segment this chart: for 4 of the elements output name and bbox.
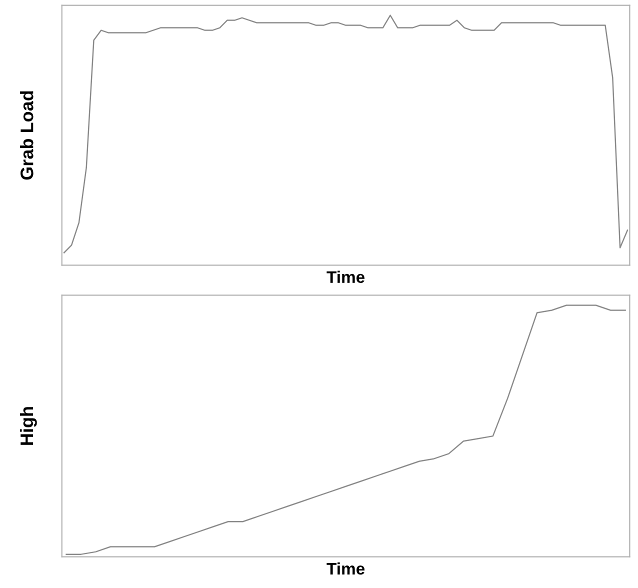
x-axis-title: Time: [326, 270, 365, 283]
y-axis-title: Grab Load: [20, 91, 34, 180]
y-axis-title: High: [20, 407, 37, 445]
x-axis-title: Time: [326, 562, 365, 575]
